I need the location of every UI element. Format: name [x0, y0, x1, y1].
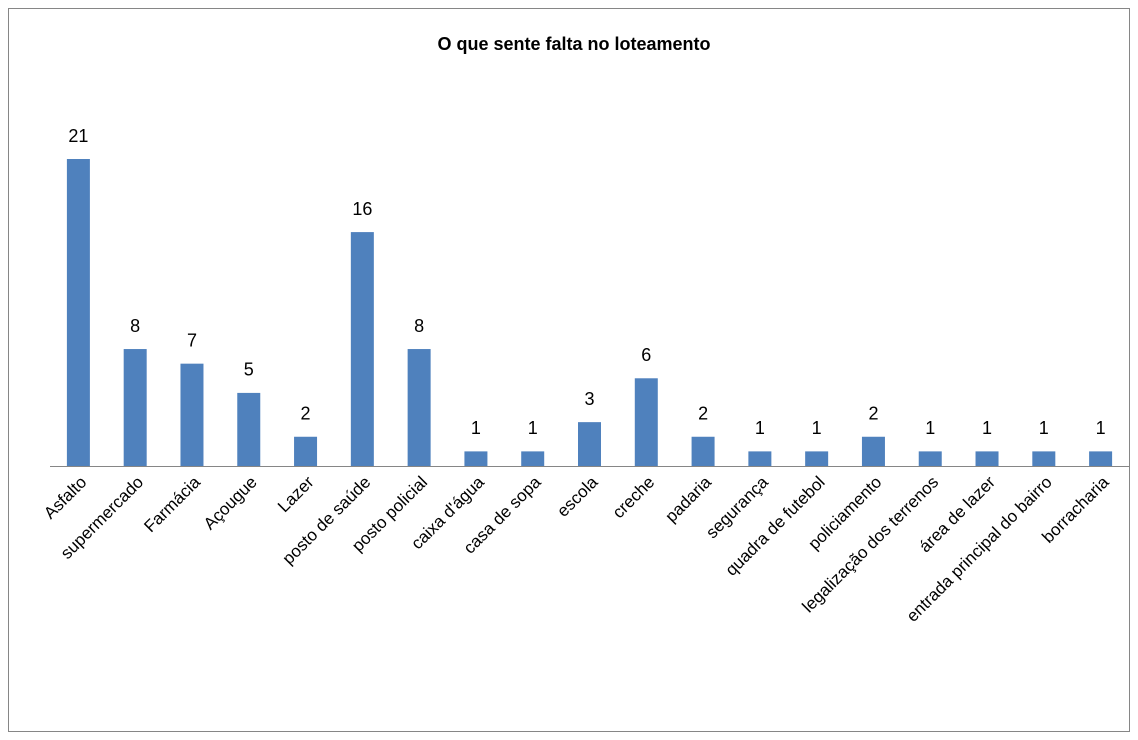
data-label: 2: [868, 404, 878, 424]
bar: [918, 451, 942, 466]
bar: [294, 436, 318, 466]
bar: [521, 451, 545, 466]
data-label: 1: [471, 418, 481, 438]
data-label: 2: [301, 404, 311, 424]
bar: [861, 436, 885, 466]
bar: [634, 378, 658, 466]
bar: [123, 349, 147, 466]
bar: [805, 451, 829, 466]
chart-border: [8, 8, 1130, 732]
data-label: 1: [528, 418, 538, 438]
bar: [1032, 451, 1056, 466]
data-label: 21: [68, 126, 88, 146]
data-label: 1: [925, 418, 935, 438]
bar: [1089, 451, 1113, 466]
bar: [691, 436, 715, 466]
bar: [180, 363, 204, 466]
bar: [975, 451, 999, 466]
bar: [748, 451, 772, 466]
data-label: 8: [130, 316, 140, 336]
bar: [407, 349, 431, 466]
data-label: 3: [584, 389, 594, 409]
bar: [66, 159, 90, 466]
data-label: 1: [1096, 418, 1106, 438]
data-label: 6: [641, 345, 651, 365]
data-label: 1: [1039, 418, 1049, 438]
chart-title: O que sente falta no loteamento: [437, 34, 710, 54]
data-label: 1: [982, 418, 992, 438]
bar: [464, 451, 488, 466]
data-label: 8: [414, 316, 424, 336]
data-label: 16: [352, 199, 372, 219]
bar: [578, 422, 601, 466]
data-label: 1: [812, 418, 822, 438]
data-label: 5: [244, 360, 254, 380]
data-label: 1: [755, 418, 765, 438]
data-label: 2: [698, 404, 708, 424]
bar: [350, 232, 374, 466]
data-label: 7: [187, 330, 197, 350]
bar: [237, 392, 261, 466]
